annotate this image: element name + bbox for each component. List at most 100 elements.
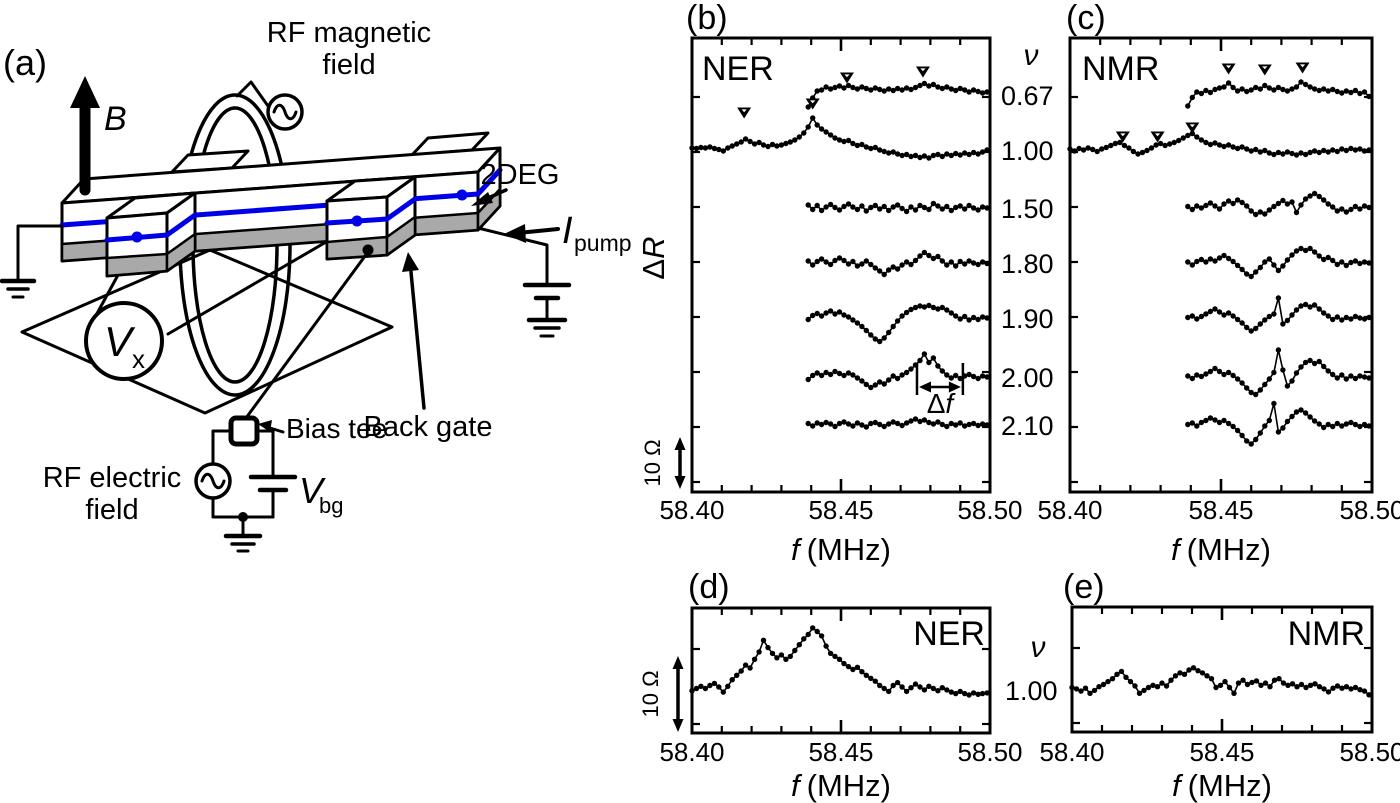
data-point bbox=[1257, 86, 1264, 92]
data-point bbox=[926, 252, 932, 259]
data-point bbox=[1203, 311, 1209, 317]
data-point bbox=[1226, 684, 1233, 691]
data-point bbox=[836, 137, 843, 143]
data-point bbox=[912, 152, 919, 159]
data-point bbox=[1302, 410, 1309, 416]
data-point bbox=[890, 682, 896, 689]
data-point bbox=[1207, 141, 1214, 148]
data-point bbox=[1207, 89, 1214, 96]
data-point bbox=[859, 669, 865, 675]
back-gate-pointer-arrowhead bbox=[402, 252, 419, 272]
data-point bbox=[970, 149, 977, 156]
data-point bbox=[984, 89, 990, 95]
data-point bbox=[1185, 373, 1191, 379]
chart-panel-c: 58.40 58.45 58.50 f (MHz) (c) NMR bbox=[1037, 0, 1400, 567]
data-point bbox=[1153, 142, 1159, 148]
scale-bar-label-b: 10 Ω bbox=[640, 439, 665, 486]
data-point bbox=[1357, 206, 1363, 212]
data-point bbox=[1275, 295, 1282, 301]
data-point bbox=[1244, 324, 1250, 331]
data-point bbox=[894, 266, 901, 272]
data-point bbox=[939, 153, 945, 160]
data-point bbox=[1316, 193, 1322, 200]
data-point bbox=[886, 421, 892, 427]
data-point bbox=[1198, 137, 1205, 143]
data-point bbox=[1189, 420, 1196, 426]
data-point bbox=[1135, 151, 1141, 157]
data-point bbox=[899, 422, 905, 429]
data-point bbox=[912, 304, 919, 311]
data-point bbox=[818, 87, 825, 93]
data-point bbox=[970, 420, 977, 427]
data-point bbox=[854, 320, 861, 326]
data-point bbox=[1253, 678, 1260, 684]
data-point bbox=[845, 137, 852, 144]
data-point bbox=[1276, 676, 1282, 682]
data-point bbox=[1150, 682, 1156, 688]
data-point bbox=[836, 370, 843, 377]
data-point bbox=[1234, 145, 1241, 152]
data-point bbox=[1248, 208, 1254, 214]
data-point bbox=[1280, 425, 1286, 431]
data-point bbox=[1366, 93, 1372, 100]
data-point bbox=[1298, 681, 1305, 688]
data-point bbox=[1366, 692, 1372, 698]
bias-loop-right-wire bbox=[255, 429, 275, 479]
data-point bbox=[1339, 259, 1345, 265]
data-point bbox=[792, 647, 798, 654]
data-point bbox=[1348, 206, 1354, 213]
data-point bbox=[1266, 150, 1273, 156]
data-point bbox=[1307, 682, 1314, 688]
data-point bbox=[1325, 254, 1331, 261]
data-point bbox=[814, 628, 820, 635]
bias-tee-pointer-arrow bbox=[268, 426, 285, 434]
data-point bbox=[845, 201, 852, 207]
data-point bbox=[1330, 204, 1336, 210]
data-point bbox=[805, 376, 811, 383]
data-point bbox=[1339, 317, 1345, 323]
data-point bbox=[1208, 676, 1215, 682]
data-point bbox=[1280, 263, 1286, 269]
nu-value-2.00: 2.00 bbox=[1001, 363, 1054, 393]
resonance-marker-icon bbox=[1115, 131, 1130, 143]
data-point bbox=[796, 134, 802, 140]
data-point bbox=[903, 208, 910, 215]
data-point bbox=[975, 151, 981, 157]
data-point bbox=[1194, 316, 1200, 322]
data-point bbox=[1216, 206, 1223, 212]
xtick-label-e-58.45: 58.45 bbox=[1189, 737, 1254, 767]
data-point bbox=[939, 258, 945, 264]
data-point bbox=[827, 86, 834, 92]
data-point bbox=[734, 672, 740, 678]
trace-group-nu-1.50 bbox=[805, 200, 990, 215]
data-point bbox=[832, 368, 838, 375]
data-point bbox=[1213, 684, 1219, 691]
data-point bbox=[1357, 687, 1363, 693]
data-point bbox=[877, 206, 883, 212]
data-point bbox=[894, 420, 901, 427]
data-point bbox=[962, 150, 968, 156]
data-point bbox=[1262, 423, 1268, 429]
data-point bbox=[953, 263, 959, 269]
data-point bbox=[1284, 257, 1291, 263]
data-point bbox=[1253, 391, 1259, 398]
data-point bbox=[1244, 385, 1250, 391]
data-point bbox=[1132, 683, 1138, 689]
data-point bbox=[1284, 201, 1291, 207]
data-point bbox=[1330, 147, 1336, 153]
data-point bbox=[725, 145, 731, 151]
data-point bbox=[863, 424, 869, 430]
data-point bbox=[957, 203, 963, 209]
data-point bbox=[970, 373, 977, 380]
data-point bbox=[1357, 90, 1363, 97]
data-point bbox=[1266, 85, 1273, 91]
data-point bbox=[1284, 317, 1291, 324]
data-point bbox=[810, 625, 816, 631]
data-point bbox=[1343, 88, 1350, 94]
data-point bbox=[1109, 676, 1116, 682]
data-point bbox=[827, 421, 834, 427]
data-point bbox=[823, 643, 829, 649]
data-point bbox=[1144, 147, 1150, 154]
data-point bbox=[1262, 680, 1269, 686]
